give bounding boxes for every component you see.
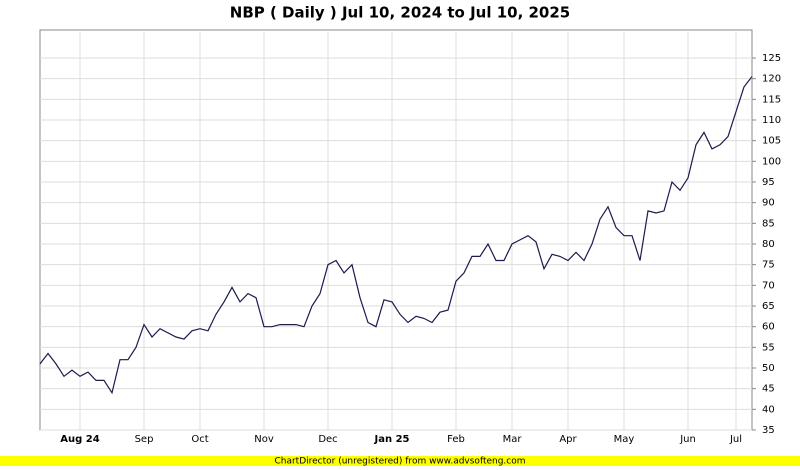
- footer: ChartDirector (unregistered) from www.ad…: [274, 457, 525, 467]
- y-tick-label: 100: [762, 156, 781, 167]
- y-tick-label: 80: [762, 239, 775, 250]
- x-tick-label: Oct: [191, 434, 208, 445]
- y-tick-label: 105: [762, 136, 781, 147]
- x-tick-label: Sep: [135, 434, 154, 445]
- y-tick-label: 125: [762, 53, 781, 64]
- y-tick-label: 45: [762, 384, 775, 395]
- y-tick-label: 70: [762, 280, 775, 291]
- y-tick-label: 35: [762, 425, 775, 436]
- y-tick-label: 55: [762, 342, 775, 353]
- x-tick-label: Jun: [679, 434, 696, 445]
- chart-title: NBP ( Daily ) Jul 10, 2024 to Jul 10, 20…: [230, 4, 570, 22]
- y-tick-label: 75: [762, 260, 775, 271]
- y-tick-label: 90: [762, 198, 775, 209]
- x-tick-label: Jul: [729, 434, 742, 445]
- y-tick-label: 60: [762, 322, 775, 333]
- y-tick-label: 95: [762, 177, 775, 188]
- x-tick-label: Feb: [447, 434, 465, 445]
- y-tick-label: 40: [762, 404, 775, 415]
- x-tick-label: Mar: [503, 434, 523, 445]
- x-tick-label: Apr: [559, 434, 577, 445]
- x-tick-label: Jan 25: [374, 434, 410, 445]
- y-tick-label: 110: [762, 115, 781, 126]
- y-tick-label: 120: [762, 74, 781, 85]
- price-line: [39, 76, 753, 395]
- x-tick-label: May: [614, 434, 635, 445]
- x-tick-label: Nov: [254, 434, 274, 445]
- x-tick-label: Aug 24: [60, 434, 99, 445]
- y-tick-label: 115: [762, 94, 781, 105]
- y-tick-label: 85: [762, 218, 775, 229]
- plot-area: [39, 29, 753, 431]
- y-tick-label: 50: [762, 363, 775, 374]
- x-tick-label: Dec: [318, 434, 337, 445]
- footer-bar: [0, 456, 800, 466]
- y-tick-label: 65: [762, 301, 775, 312]
